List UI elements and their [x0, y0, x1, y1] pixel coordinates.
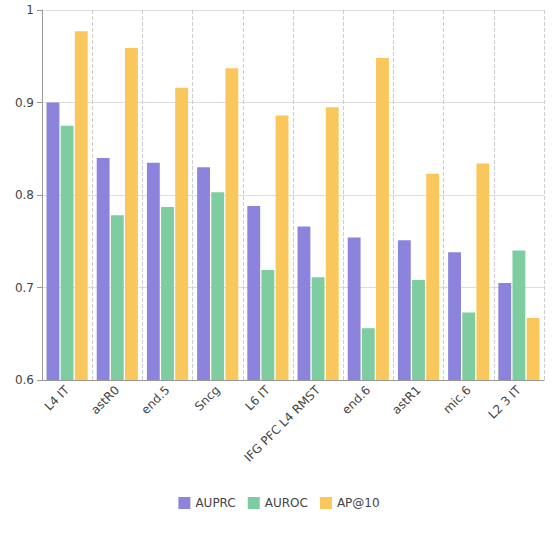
svg-text:0.8: 0.8 — [15, 188, 34, 202]
svg-text:astR1: astR1 — [389, 383, 423, 417]
svg-text:0.6: 0.6 — [15, 373, 34, 387]
svg-text:AP@10: AP@10 — [337, 496, 380, 510]
svg-text:astR0: astR0 — [88, 383, 122, 417]
svg-text:L4 IT: L4 IT — [42, 383, 73, 414]
svg-text:0.7: 0.7 — [15, 281, 34, 295]
svg-text:AUROC: AUROC — [265, 496, 308, 510]
svg-text:Sncg: Sncg — [192, 383, 223, 414]
svg-text:L6 IT: L6 IT — [242, 383, 273, 414]
svg-text:1: 1 — [26, 3, 34, 17]
svg-text:end.6: end.6 — [339, 383, 373, 417]
svg-text:AUPRC: AUPRC — [195, 496, 235, 510]
svg-text:IFG PFC L4 RMST: IFG PFC L4 RMST — [241, 383, 323, 465]
svg-text:end.5: end.5 — [138, 383, 172, 417]
svg-text:L2 3 IT: L2 3 IT — [485, 383, 524, 422]
svg-text:0.9: 0.9 — [15, 96, 34, 110]
svg-text:mic.6: mic.6 — [440, 383, 473, 416]
